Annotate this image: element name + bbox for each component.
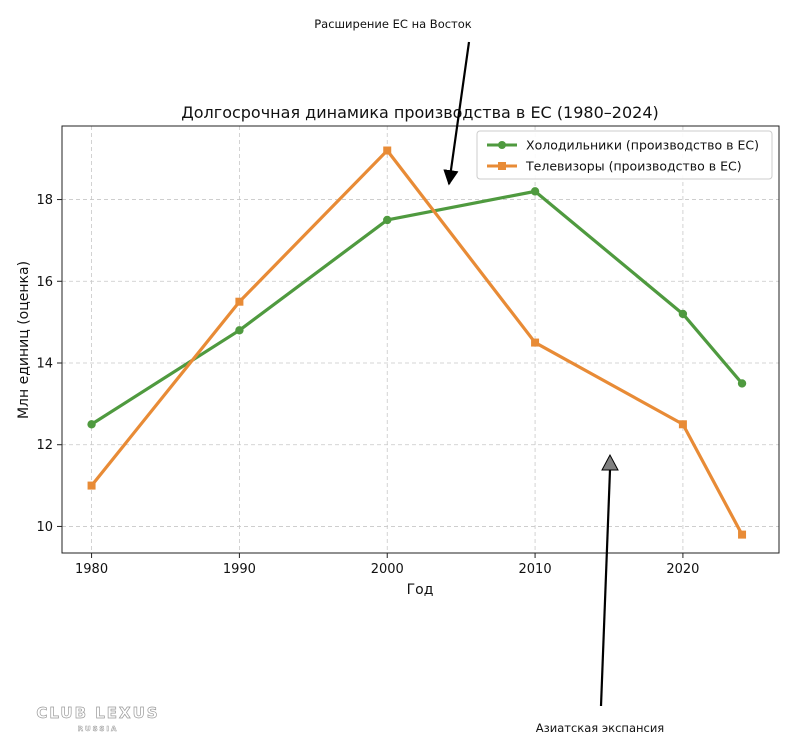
data-point-tvs — [531, 338, 540, 347]
y-tick-label: 14 — [36, 356, 53, 371]
y-tick-label: 12 — [36, 438, 53, 453]
x-axis-label: Год — [407, 582, 434, 598]
legend-label-tvs: Телевизоры (производство в ЕС) — [525, 159, 742, 174]
annotation-asia-arrowhead — [601, 453, 619, 471]
annotation-eu-east-text: Расширение ЕС на Восток — [314, 17, 472, 31]
y-ticks: 10 12 14 16 18 — [36, 193, 62, 535]
x-tick-label: 1990 — [223, 562, 256, 577]
data-point-fridges — [235, 326, 244, 335]
legend-box — [476, 130, 773, 180]
legend-marker-fridges — [498, 141, 506, 149]
legend: Холодильники (производство в ЕС) Телевиз… — [476, 130, 773, 180]
series-layer — [87, 146, 747, 539]
data-point-tvs — [383, 146, 392, 155]
data-point-fridges — [737, 379, 747, 388]
x-tick-label: 2020 — [666, 562, 699, 577]
legend-marker-tvs — [498, 162, 506, 170]
x-tick-label: 2010 — [519, 562, 552, 577]
data-point-tvs — [235, 297, 244, 306]
annotation-asia-arrow-shaft — [599, 469, 612, 707]
x-tick-label: 2000 — [371, 562, 404, 577]
annotation-eu-east-arrow — [443, 41, 471, 186]
annotation-eu-east: Расширение ЕС на Восток — [314, 17, 472, 186]
plot-frame — [61, 125, 780, 554]
x-tick-label: 1980 — [75, 562, 108, 577]
annotation-asia-text: Азиатская экспансия — [536, 721, 664, 735]
data-point-tvs — [87, 481, 96, 490]
annotation-asia: Азиатская экспансия — [536, 453, 664, 735]
x-ticks: 1980 1990 2000 2010 2020 — [75, 553, 699, 577]
y-axis-label: Млн единиц (оценка) — [16, 261, 32, 419]
series-line-fridges — [90, 189, 744, 426]
watermark-logo-line1: CLUB LEXUS — [36, 704, 159, 722]
series-line-tvs — [90, 148, 744, 536]
data-point-fridges — [678, 309, 688, 319]
watermark-logo: CLUB LEXUS RUSSIA — [36, 704, 159, 734]
y-tick-label: 18 — [36, 193, 53, 208]
legend-label-fridges: Холодильники (производство в ЕС) — [526, 138, 759, 153]
y-tick-label: 16 — [36, 275, 53, 290]
data-point-fridges — [530, 187, 540, 196]
chart-title: Долгосрочная динамика производства в ЕС … — [181, 103, 658, 122]
data-point-fridges — [383, 215, 392, 225]
watermark-logo-line2: RUSSIA — [78, 725, 119, 733]
data-point-tvs — [738, 530, 747, 539]
data-point-fridges — [87, 420, 96, 429]
data-point-tvs — [678, 420, 687, 429]
y-tick-label: 10 — [36, 520, 53, 535]
